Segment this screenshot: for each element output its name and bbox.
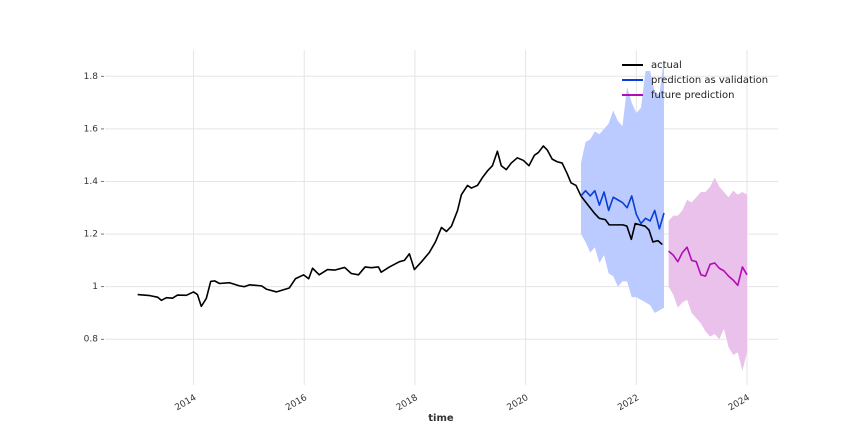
series-line bbox=[580, 189, 665, 230]
x-tick-label: 2018 bbox=[395, 393, 420, 413]
x-tick-label: 2014 bbox=[173, 393, 198, 413]
y-tick-label: 1.2 bbox=[84, 230, 98, 240]
series-line bbox=[137, 145, 663, 308]
y-tick-label: 1.6 bbox=[84, 124, 99, 134]
y-tick-label: 0.8 bbox=[84, 335, 99, 345]
legend-label: prediction as validation bbox=[651, 75, 768, 86]
series-line bbox=[668, 246, 748, 287]
legend: actual prediction as validation future pre… bbox=[622, 60, 768, 101]
y-tick-label: 1.8 bbox=[84, 72, 99, 82]
y-tick-label: 1 bbox=[92, 282, 98, 292]
x-tick-label: 2020 bbox=[506, 393, 531, 413]
confidence-band bbox=[668, 177, 748, 371]
legend-label: future prediction bbox=[651, 90, 735, 101]
x-tick-label: 2022 bbox=[616, 393, 641, 413]
confidence-band bbox=[580, 57, 664, 313]
x-tick-label: 2024 bbox=[727, 393, 752, 413]
x-axis-label: time bbox=[428, 413, 454, 424]
x-tick-label: 2016 bbox=[284, 393, 309, 413]
legend-label: actual bbox=[651, 60, 682, 71]
y-tick-label: 1.4 bbox=[84, 177, 99, 187]
